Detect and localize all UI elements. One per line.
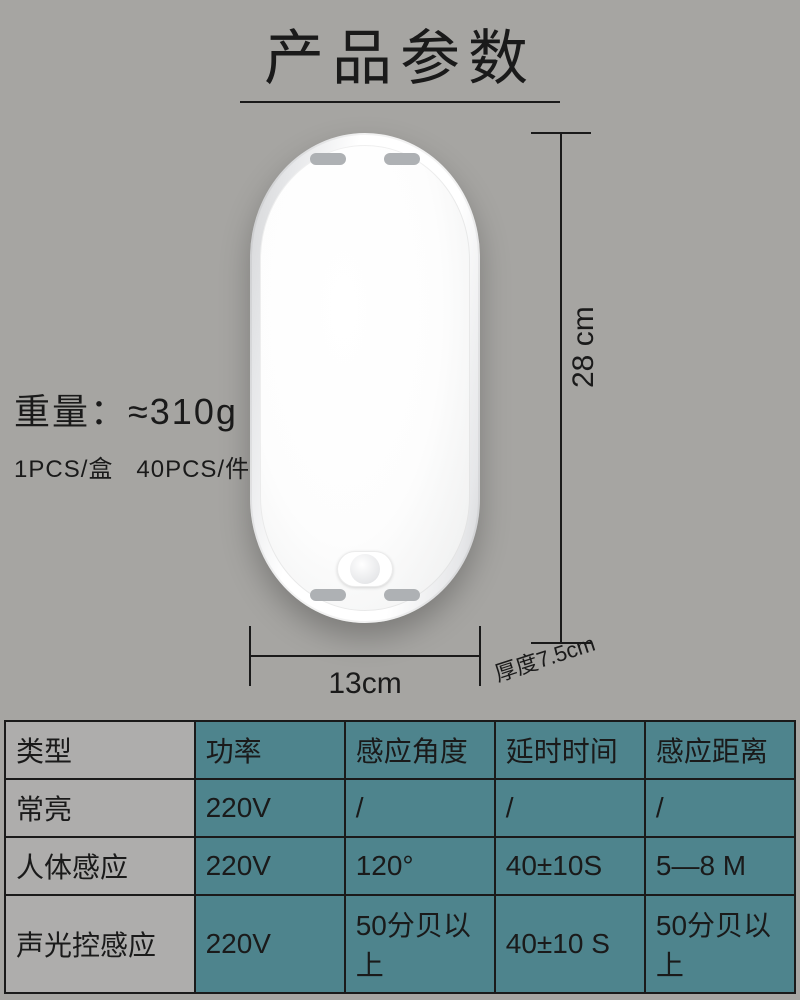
data-cell: 220V — [195, 779, 345, 837]
dimension-depth-label: 厚度7.5cm — [490, 626, 599, 689]
weight-label: 重量： — [14, 391, 128, 432]
data-cell: 120° — [345, 837, 495, 895]
type-cell: 声光控感应 — [5, 895, 195, 993]
table-header-cell: 功率 — [195, 721, 345, 779]
data-cell: 50分贝以上 — [645, 895, 795, 993]
dimension-width-label: 13cm — [328, 667, 401, 701]
table-header-row: 类型功率感应角度延时时间感应距离 — [5, 721, 795, 779]
mount-notch-icon — [310, 589, 346, 601]
packaging-per-box: 1PCS/盒 — [14, 456, 113, 483]
data-cell: 40±10 S — [495, 895, 645, 993]
weight-block: 重量：≈310g 1PCS/盒 40PCS/件 — [14, 383, 250, 484]
type-cell: 人体感应 — [5, 837, 195, 895]
table-row: 常亮220V/// — [5, 779, 795, 837]
data-cell: 5—8 M — [645, 837, 795, 895]
table-header-cell: 感应距离 — [645, 721, 795, 779]
data-cell: 220V — [195, 837, 345, 895]
data-cell: 50分贝以上 — [345, 895, 495, 993]
packaging-per-case: 40PCS/件 — [136, 456, 250, 483]
page-title: 产品参数 — [0, 0, 800, 97]
dimension-height: 28 cm — [560, 133, 562, 643]
table-header-cell: 类型 — [5, 721, 195, 779]
weight-approx: ≈ — [128, 391, 150, 432]
type-cell: 常亮 — [5, 779, 195, 837]
table-header-cell: 延时时间 — [495, 721, 645, 779]
table-body: 常亮220V///人体感应220V120°40±10S5—8 M声光控感应220… — [5, 779, 795, 993]
data-cell: / — [345, 779, 495, 837]
data-cell: 220V — [195, 895, 345, 993]
spec-table: 类型功率感应角度延时时间感应距离 常亮220V///人体感应220V120°40… — [4, 720, 796, 994]
dimension-width: 13cm — [250, 655, 480, 657]
mount-notch-icon — [384, 153, 420, 165]
weight-value: 310g — [150, 391, 238, 432]
data-cell: / — [645, 779, 795, 837]
product-illustration — [250, 133, 480, 623]
mount-notch-icon — [310, 153, 346, 165]
data-cell: 40±10S — [495, 837, 645, 895]
sensor-icon — [337, 551, 393, 587]
table-row: 声光控感应220V50分贝以上40±10 S50分贝以上 — [5, 895, 795, 993]
table-row: 人体感应220V120°40±10S5—8 M — [5, 837, 795, 895]
product-area: 28 cm 13cm 厚度7.5cm 重量：≈310g 1PCS/盒 40PCS… — [0, 103, 800, 723]
dimension-height-label: 28 cm — [567, 306, 601, 388]
table-header-cell: 感应角度 — [345, 721, 495, 779]
mount-notch-icon — [384, 589, 420, 601]
data-cell: / — [495, 779, 645, 837]
